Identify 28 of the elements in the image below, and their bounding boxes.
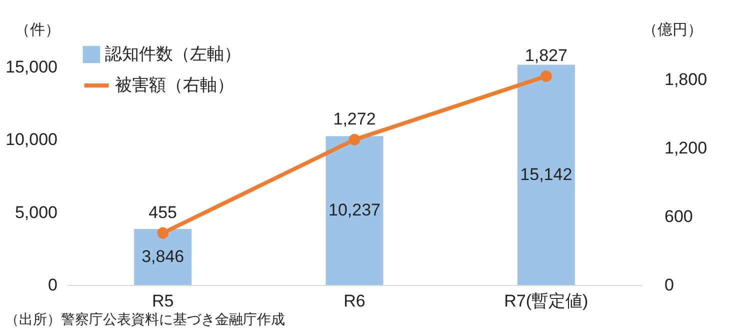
text: （出所）警察庁公表資料に基づき金融庁作成: [5, 311, 286, 327]
data-label: 1,272: [333, 110, 376, 129]
data-label: 1,827: [524, 46, 568, 66]
data-label: 455: [148, 203, 178, 222]
point: [157, 227, 169, 239]
y2-tick-label: 1,200: [664, 138, 708, 158]
y2-axis-title: （億円）: [642, 22, 702, 38]
y-tick-label: 15,000: [6, 57, 58, 76]
bar: [326, 136, 384, 285]
y-tick-label: 10,000: [6, 130, 58, 150]
y2-tick-label: 600: [664, 206, 693, 226]
y2-tick-label: 0: [664, 276, 674, 294]
x-tick-label: R5: [152, 292, 174, 310]
y2-tick-label: 1,800: [664, 70, 708, 89]
y-tick-label: 0: [48, 276, 58, 294]
bar: [134, 229, 192, 285]
y-tick-label: 5,000: [14, 202, 58, 222]
data-label: 3,846: [142, 247, 184, 266]
bar: [517, 64, 575, 285]
data-label: 15,142: [520, 164, 572, 184]
point: [348, 134, 360, 146]
point: [540, 70, 552, 82]
data-label: 10,237: [328, 200, 380, 220]
legend-label: 被害額（右軸）: [115, 76, 234, 94]
legend-label: 認知件数（左軸）: [105, 44, 241, 64]
x-tick-label: R7(暫定値): [504, 292, 588, 310]
x-tick-label: R6: [344, 292, 366, 310]
y-axis-title: （件）: [15, 22, 60, 38]
